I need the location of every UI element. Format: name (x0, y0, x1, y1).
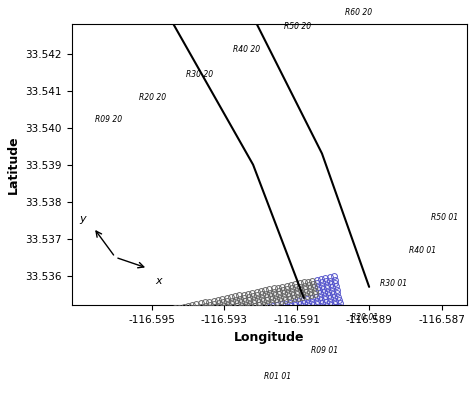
Text: R40 01: R40 01 (409, 246, 436, 255)
Text: y: y (79, 214, 86, 224)
X-axis label: Longitude: Longitude (234, 331, 305, 343)
Text: R09 01: R09 01 (311, 346, 338, 355)
Text: R60 20: R60 20 (345, 7, 372, 17)
Text: R20 01: R20 01 (351, 313, 378, 322)
Text: R20 20: R20 20 (139, 93, 166, 102)
Text: x: x (155, 276, 162, 286)
Text: R30 01: R30 01 (380, 279, 407, 288)
Text: R09 20: R09 20 (95, 115, 122, 124)
Text: R30 20: R30 20 (186, 70, 213, 79)
Text: R50 20: R50 20 (284, 22, 311, 31)
Y-axis label: Latitude: Latitude (7, 135, 20, 194)
Text: R50 01: R50 01 (431, 213, 458, 222)
Text: R01 01: R01 01 (264, 372, 291, 381)
Text: R40 20: R40 20 (233, 44, 260, 53)
